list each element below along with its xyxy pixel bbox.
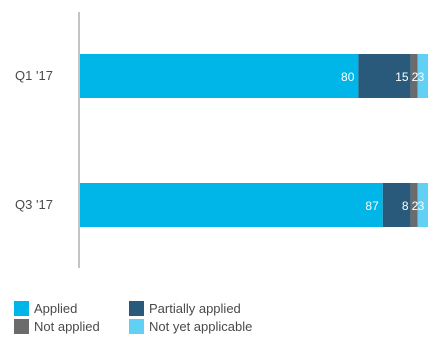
bar-segment-not-applied-q3-17 bbox=[410, 183, 418, 227]
legend-swatch-applied bbox=[14, 300, 29, 316]
data-label-not-applied-q1-17: 2 bbox=[412, 70, 419, 84]
data-label-not-applied-q3-17: 2 bbox=[412, 199, 419, 213]
legend-swatch-not-yet-applicable bbox=[129, 318, 144, 334]
legend-swatch-not-applied bbox=[14, 318, 29, 334]
bar-segment-not-yet-applicable-q3-17 bbox=[417, 183, 428, 227]
data-label-partially-applied-q3-17: 8 bbox=[402, 199, 409, 213]
bar-segment-applied-q3-17 bbox=[80, 183, 383, 227]
legend: Applied Partially applied Not applied No… bbox=[14, 300, 414, 336]
legend-label-not-yet-applicable: Not yet applicable bbox=[149, 318, 253, 334]
category-label-q1-17: Q1 '17 bbox=[15, 68, 53, 83]
bar-segment-not-applied-q1-17 bbox=[410, 54, 418, 98]
legend-label-applied: Applied bbox=[34, 300, 78, 316]
category-label-q3-17: Q3 '17 bbox=[15, 197, 53, 212]
bar-segment-partially-applied-q3-17 bbox=[382, 183, 411, 227]
legend-label-partially-applied: Partially applied bbox=[149, 300, 241, 316]
legend-label-not-applied: Not applied bbox=[34, 318, 100, 334]
legend-swatch-partially-applied bbox=[129, 300, 144, 316]
bar-segment-not-yet-applicable-q1-17 bbox=[417, 54, 428, 98]
legend-item-not-applied: Not applied bbox=[14, 318, 100, 334]
data-label-partially-applied-q1-17: 15 bbox=[395, 70, 409, 84]
legend-item-applied: Applied bbox=[14, 300, 77, 316]
bar-segment-partially-applied-q1-17 bbox=[358, 54, 411, 98]
data-label-not-yet-applicable-q1-17: 3 bbox=[418, 70, 425, 84]
bar-segment-applied-q1-17 bbox=[80, 54, 359, 98]
data-label-applied-q3-17: 87 bbox=[365, 199, 379, 213]
data-label-not-yet-applicable-q3-17: 3 bbox=[418, 199, 425, 213]
legend-item-partially-applied: Partially applied bbox=[129, 300, 241, 316]
legend-item-not-yet-applicable: Not yet applicable bbox=[129, 318, 252, 334]
data-label-applied-q1-17: 80 bbox=[341, 70, 355, 84]
